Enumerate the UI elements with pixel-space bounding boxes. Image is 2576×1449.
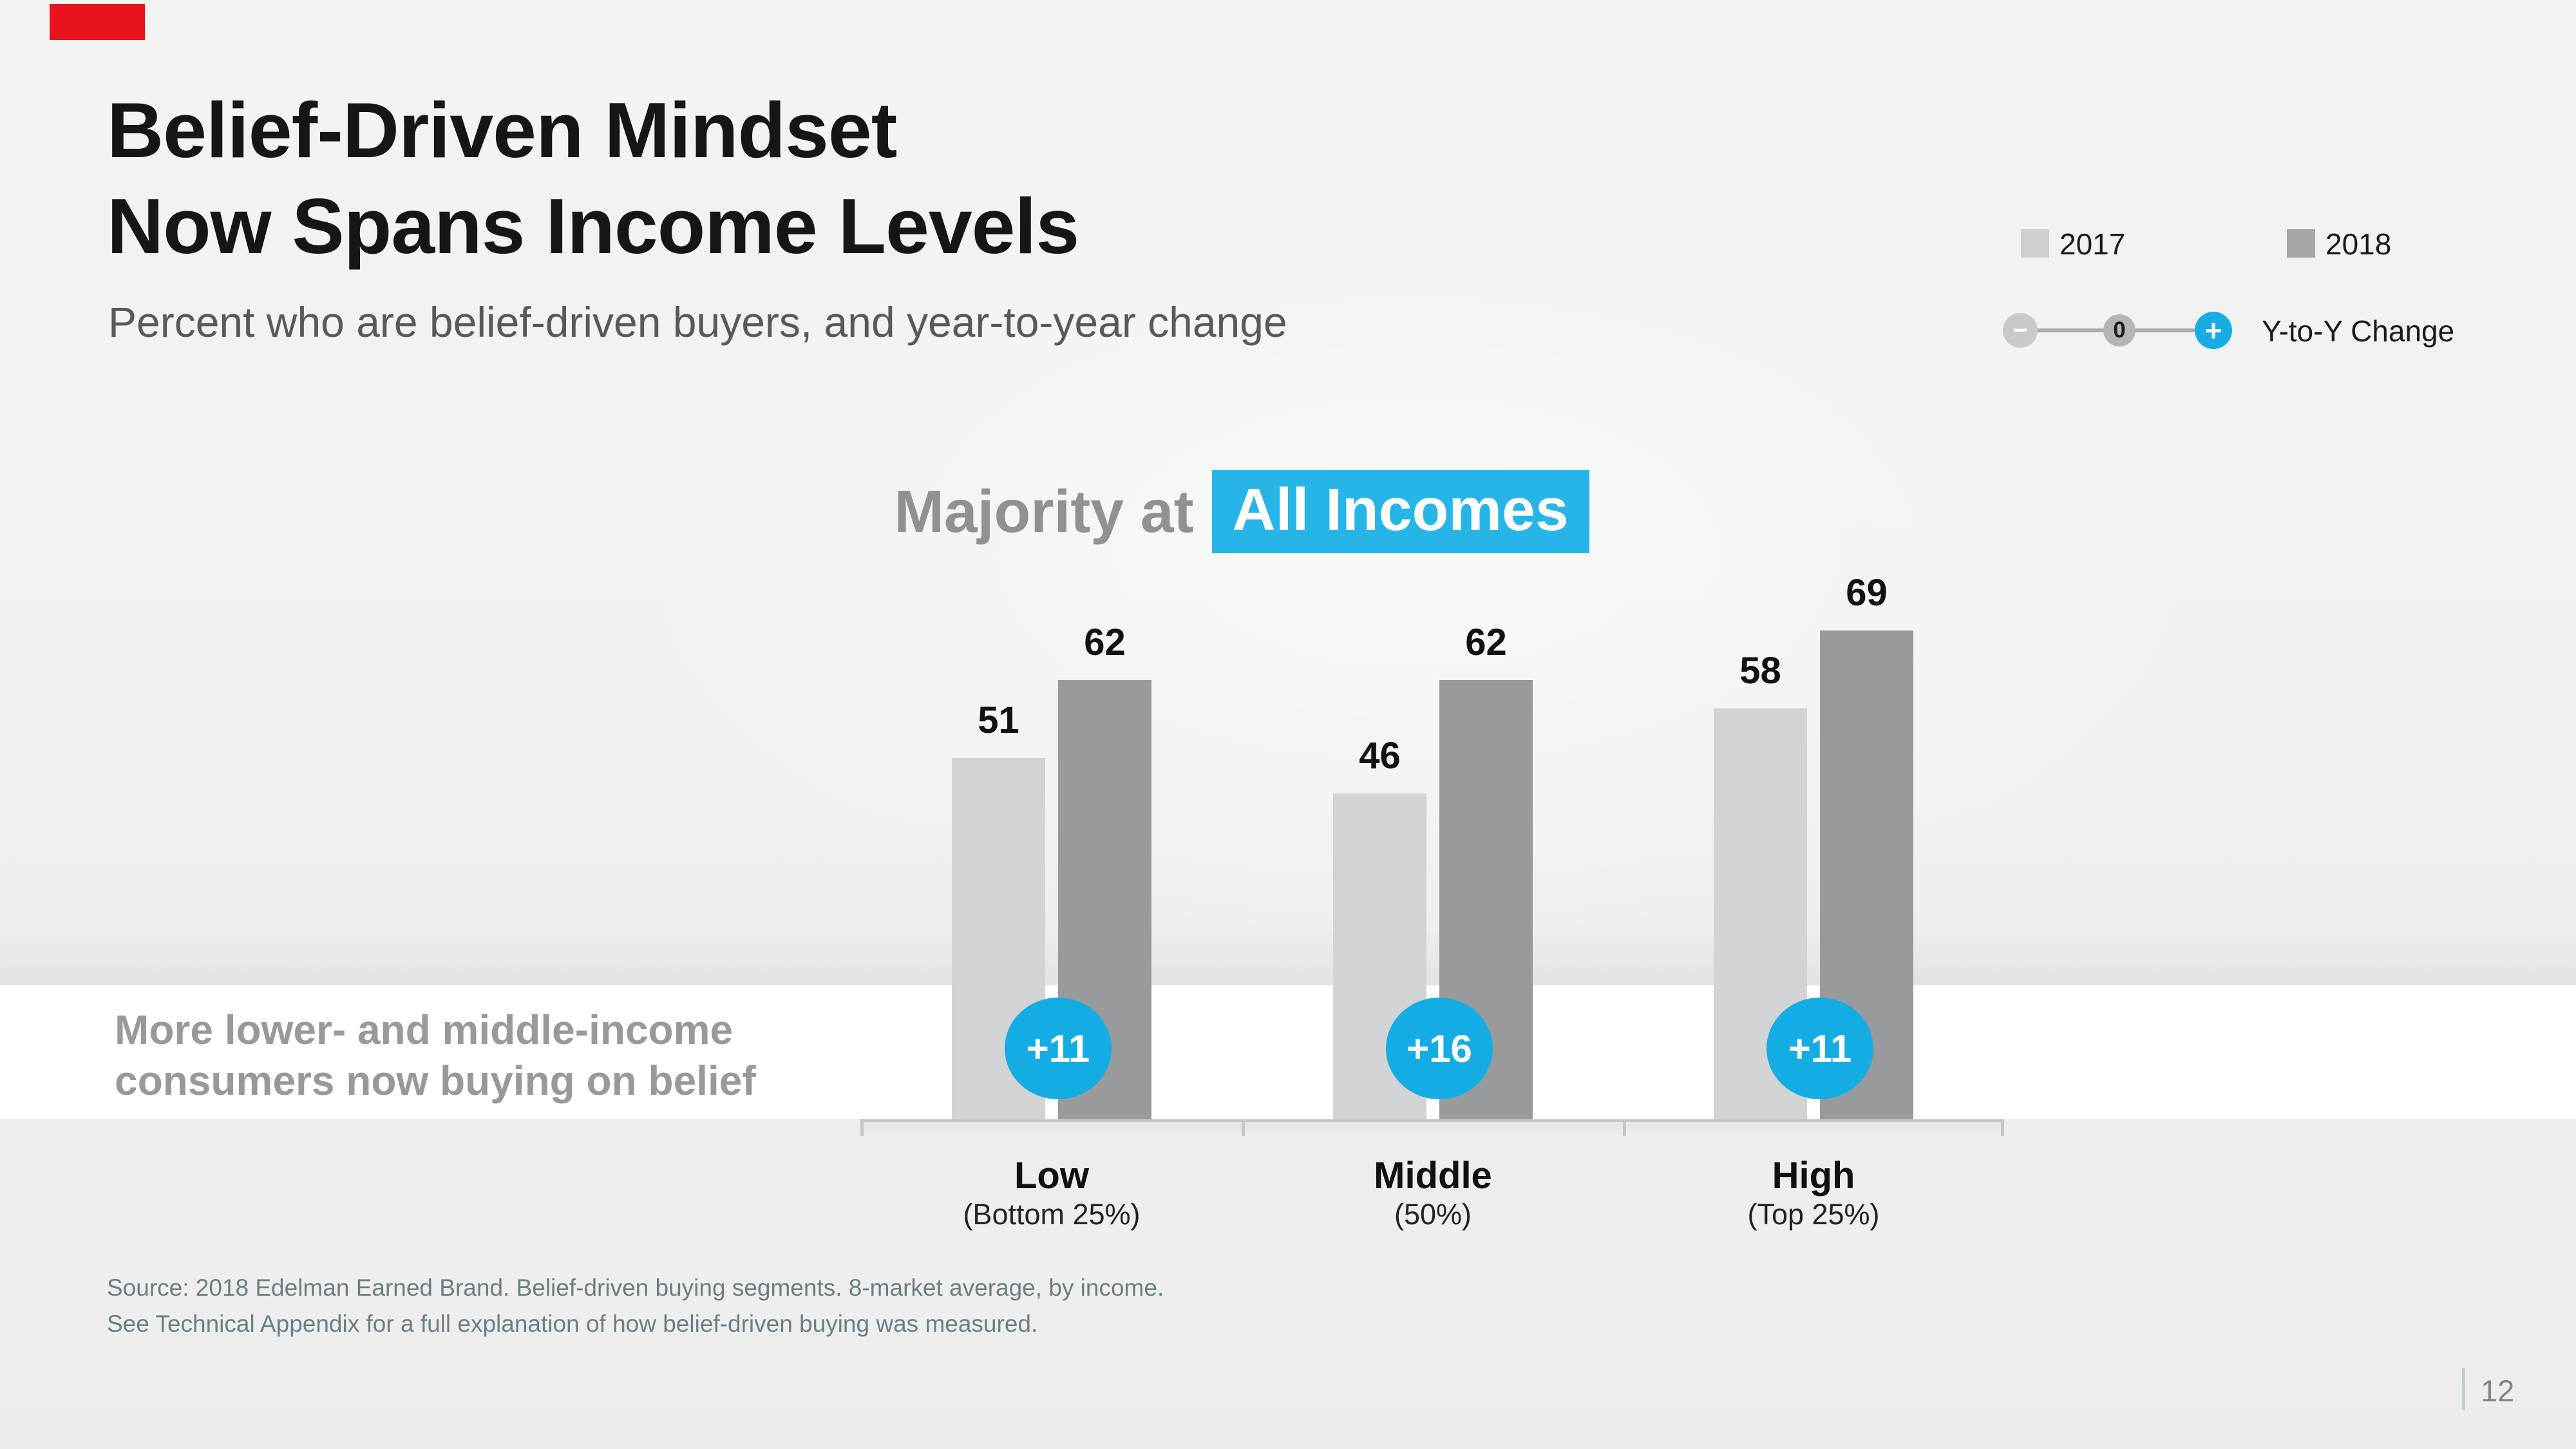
change-legend-label: Y-to-Y Change bbox=[2262, 314, 2455, 348]
page-number: 12 bbox=[2481, 1374, 2515, 1408]
category-label-middle: Middle bbox=[1374, 1155, 1492, 1197]
legend-label-2018: 2018 bbox=[2325, 227, 2392, 261]
page-subtitle: Percent who are belief-driven buyers, an… bbox=[108, 298, 1287, 346]
x-axis-tick-1 bbox=[1242, 1119, 1245, 1136]
x-axis-tick-0 bbox=[860, 1119, 864, 1136]
change-badge-low: +11 bbox=[1005, 998, 1112, 1099]
x-axis-tick-3 bbox=[2001, 1119, 2004, 1136]
legend-swatch-2018 bbox=[2287, 229, 2315, 258]
source-line1: Source: 2018 Edelman Earned Brand. Belie… bbox=[107, 1274, 1164, 1301]
side-note-line2: consumers now buying on belief bbox=[115, 1057, 756, 1104]
change-badge-middle: +16 bbox=[1386, 998, 1493, 1099]
bar-value-2017-middle: 46 bbox=[1359, 735, 1401, 777]
category-label-low: Low bbox=[1014, 1155, 1089, 1197]
category-label-high: High bbox=[1772, 1155, 1855, 1197]
x-axis-line bbox=[860, 1119, 2004, 1130]
legend-label-2017: 2017 bbox=[2060, 227, 2126, 261]
bar-value-2018-high: 69 bbox=[1846, 572, 1888, 614]
change-badge-high: +11 bbox=[1766, 998, 1873, 1099]
change-legend-plus-icon: + bbox=[2195, 312, 2232, 349]
page-number-divider bbox=[2462, 1368, 2465, 1410]
page-title-line2: Now Spans Income Levels bbox=[107, 182, 1079, 270]
legend-swatch-2017 bbox=[2021, 229, 2049, 258]
bar-value-2018-low: 62 bbox=[1084, 621, 1126, 663]
bar-value-2017-low: 51 bbox=[978, 699, 1019, 741]
change-legend-zero-icon: 0 bbox=[2103, 314, 2136, 346]
callout-band bbox=[0, 985, 2576, 1119]
change-legend-minus-icon: − bbox=[2003, 313, 2038, 348]
category-sublabel-low: (Bottom 25%) bbox=[963, 1198, 1141, 1231]
page-title-line1: Belief-Driven Mindset bbox=[107, 86, 897, 174]
source-line2: See Technical Appendix for a full explan… bbox=[107, 1310, 1038, 1337]
chart-heading: Majority at All Incomes bbox=[276, 470, 2208, 553]
bar-value-2017-high: 58 bbox=[1739, 650, 1781, 692]
side-note-line1: More lower- and middle-income bbox=[115, 1007, 734, 1053]
page-title: Belief-Driven Mindset Now Spans Income L… bbox=[107, 82, 1079, 274]
bar-value-2018-middle: 62 bbox=[1465, 621, 1507, 663]
brand-accent-bar bbox=[50, 4, 145, 40]
chart-heading-prefix: Majority at bbox=[894, 478, 1194, 545]
band-top-shadow bbox=[0, 927, 2576, 985]
chart-heading-highlight: All Incomes bbox=[1211, 470, 1589, 553]
source-note: Source: 2018 Edelman Earned Brand. Belie… bbox=[107, 1270, 1164, 1341]
category-sublabel-high: (Top 25%) bbox=[1747, 1198, 1880, 1231]
side-note: More lower- and middle-income consumers … bbox=[115, 1005, 756, 1107]
category-sublabel-middle: (50%) bbox=[1394, 1198, 1472, 1231]
x-axis-tick-2 bbox=[1623, 1119, 1626, 1136]
